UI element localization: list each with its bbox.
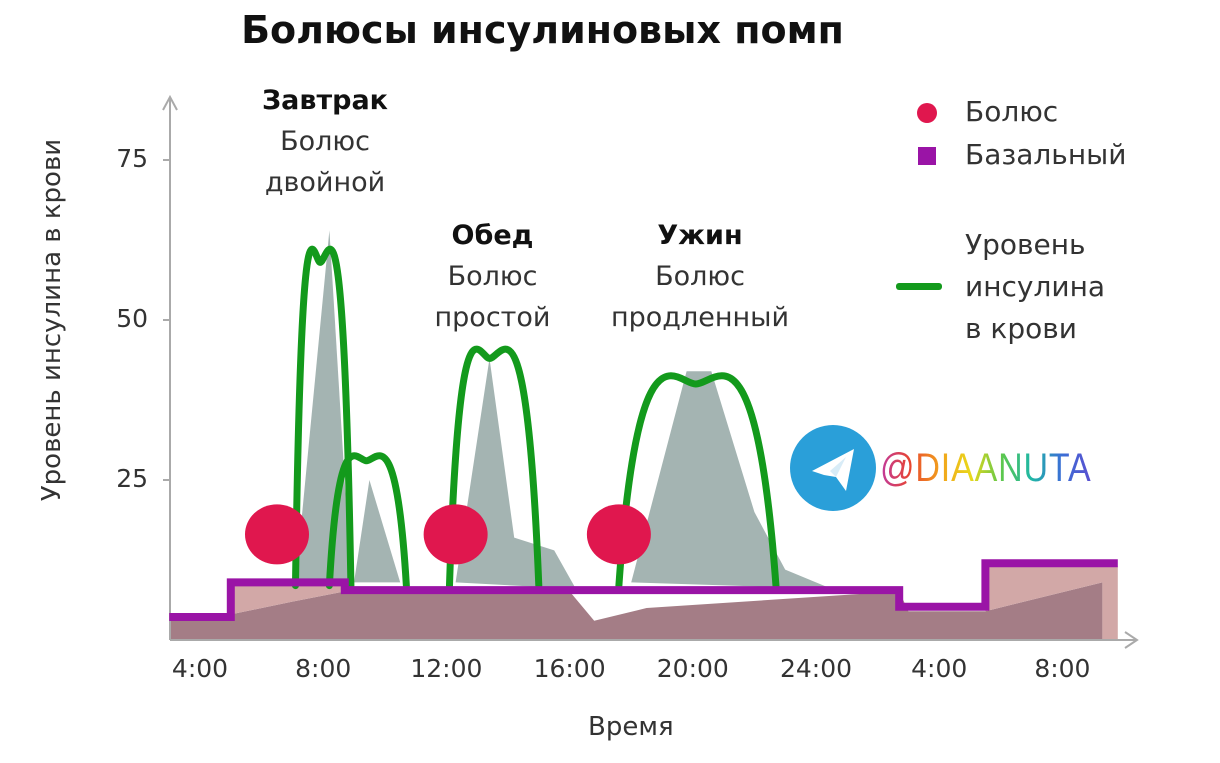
legend-insulin-marker bbox=[896, 283, 942, 290]
annotation-line: продленный bbox=[610, 302, 790, 333]
legend-basal-marker bbox=[918, 147, 936, 165]
x-tick-label: 8:00 bbox=[295, 654, 352, 683]
pink-area bbox=[230, 585, 345, 615]
legend-bolus-label: Болюс bbox=[965, 95, 1059, 128]
annotation-lunch: Обед Болюс простой bbox=[420, 215, 565, 338]
insulin-curve bbox=[615, 372, 780, 590]
x-tick-label: 20:00 bbox=[656, 654, 729, 683]
x-axis-label: Время bbox=[588, 712, 674, 742]
annotation-line: двойной bbox=[264, 167, 386, 198]
insulin-curve bbox=[325, 452, 410, 590]
annotation-line: Болюс bbox=[280, 126, 370, 157]
legend-basal-label: Базальный bbox=[965, 138, 1127, 171]
y-tick-label: 25 bbox=[116, 464, 148, 493]
watermark: @DIAANUTA bbox=[790, 425, 1129, 511]
y-axis-label: Уровень инсулина в крови bbox=[37, 138, 67, 502]
x-tick-label: 24:00 bbox=[779, 654, 853, 683]
annotation-dinner: Ужин Болюс продленный bbox=[595, 215, 805, 338]
x-tick-label: 16:00 bbox=[533, 654, 606, 683]
annotation-meal: Обед bbox=[451, 220, 534, 251]
annotation-meal: Завтрак bbox=[261, 85, 388, 116]
chart-title: Болюсы инсулиновых помп bbox=[241, 8, 844, 52]
legend-line: в крови bbox=[965, 312, 1077, 345]
pink-area bbox=[985, 566, 1118, 640]
base-area bbox=[169, 582, 1103, 640]
basal-line bbox=[169, 559, 1118, 621]
y-axis-arrow bbox=[162, 94, 178, 111]
x-tick-label: 8:00 bbox=[1034, 654, 1091, 683]
x-tick-label: 4:00 bbox=[171, 654, 229, 683]
telegram-icon bbox=[790, 425, 876, 511]
y-tick-label: 75 bbox=[116, 144, 148, 173]
legend-bolus-marker bbox=[917, 103, 937, 123]
watermark-text: @DIAANUTA bbox=[880, 445, 1092, 490]
annotation-meal: Ужин bbox=[657, 220, 743, 251]
annotation-line: Болюс bbox=[655, 261, 745, 292]
legend-insulin-label: Уровень инсулина в крови bbox=[965, 224, 1105, 350]
legend-line: Уровень bbox=[965, 228, 1086, 261]
x-tick-label: 12:00 bbox=[410, 654, 483, 683]
annotation-line: Болюс bbox=[447, 261, 538, 292]
bolus-point bbox=[423, 504, 488, 565]
insulin-curve bbox=[445, 345, 543, 590]
legend-line: инсулина bbox=[965, 270, 1106, 303]
annotation-breakfast: Завтрак Болюс двойной bbox=[255, 80, 395, 203]
y-tick-label: 50 bbox=[116, 304, 148, 333]
glucose-area bbox=[631, 371, 832, 589]
bolus-point bbox=[586, 504, 651, 565]
insulin-curve bbox=[291, 245, 355, 590]
annotation-line: простой bbox=[434, 302, 551, 333]
glucose-area bbox=[354, 480, 401, 583]
x-tick-label: 4:00 bbox=[911, 654, 968, 683]
bolus-point bbox=[245, 504, 309, 565]
x-axis-arrow bbox=[1124, 631, 1139, 649]
